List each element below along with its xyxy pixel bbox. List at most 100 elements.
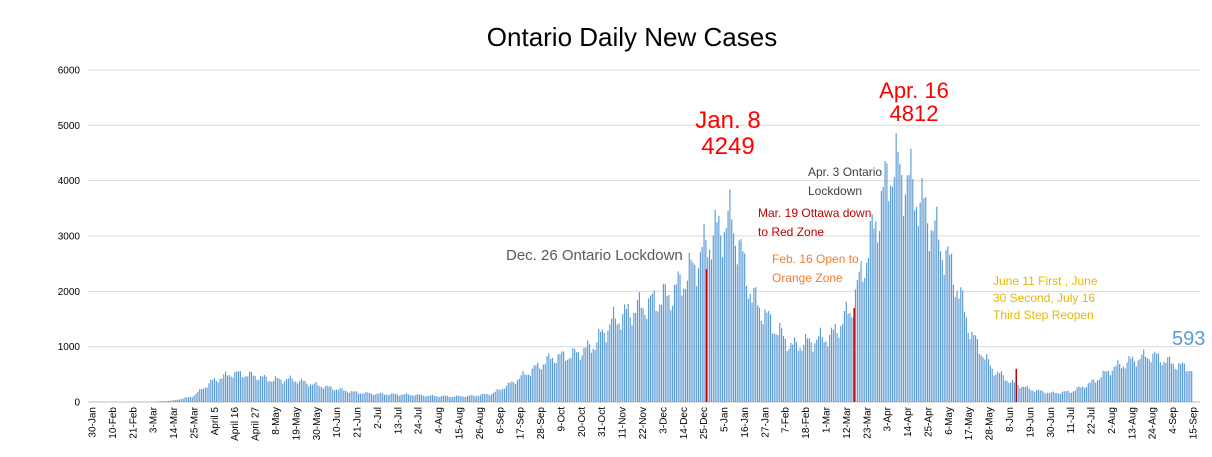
- bar: [601, 329, 604, 402]
- annotation-line: to Red Zone: [758, 225, 824, 239]
- bar: [577, 352, 579, 402]
- x-tick-label: 18-Feb: [801, 407, 812, 439]
- bar: [297, 383, 299, 402]
- bar: [1034, 392, 1036, 402]
- x-tick-label: 31-Oct: [597, 407, 608, 437]
- bar: [195, 393, 197, 402]
- bar: [1019, 388, 1021, 402]
- bar: [788, 348, 790, 402]
- bar: [162, 401, 164, 402]
- y-tick-label: 5000: [58, 121, 81, 132]
- bar: [1109, 375, 1112, 402]
- event-marker: [853, 307, 855, 402]
- bar: [439, 396, 441, 402]
- bar: [749, 293, 751, 402]
- bar: [969, 339, 971, 402]
- bar: [1069, 392, 1071, 402]
- bar: [374, 394, 376, 402]
- bar: [921, 178, 923, 402]
- bar: [1004, 380, 1006, 402]
- bar: [651, 293, 653, 402]
- bar: [444, 395, 446, 402]
- bar: [332, 389, 334, 402]
- bar: [322, 388, 325, 402]
- bar: [548, 353, 550, 402]
- chart-title: Ontario Daily New Cases: [487, 22, 777, 52]
- bar: [208, 383, 210, 402]
- bar: [406, 393, 408, 402]
- bar: [511, 381, 513, 402]
- x-tick-label: 10-Jun: [332, 407, 343, 438]
- event-markers: [705, 269, 1017, 402]
- bar: [1026, 385, 1028, 402]
- bar: [847, 313, 849, 402]
- bar: [391, 393, 393, 402]
- x-tick-label: 30-May: [312, 407, 323, 440]
- bar: [452, 396, 454, 402]
- bar: [845, 301, 847, 402]
- bar: [1143, 349, 1145, 402]
- bar: [250, 372, 253, 402]
- bar: [672, 305, 674, 402]
- bar: [308, 386, 310, 402]
- x-tick-label: 22-Jul: [1087, 407, 1098, 434]
- bar: [784, 338, 786, 402]
- bar: [1108, 371, 1110, 402]
- bar: [997, 371, 999, 402]
- bar: [1000, 371, 1003, 402]
- bar: [337, 390, 339, 402]
- bar: [1071, 392, 1073, 402]
- bar: [256, 380, 258, 402]
- bar: [1122, 366, 1124, 402]
- bar: [478, 395, 480, 402]
- bar: [284, 381, 286, 402]
- bar: [910, 148, 912, 402]
- bar: [915, 206, 918, 402]
- annotation-line: 4812: [890, 101, 939, 126]
- bar: [745, 285, 748, 402]
- bar: [734, 245, 737, 402]
- bar: [1187, 371, 1189, 402]
- bar: [156, 401, 158, 402]
- bar: [962, 290, 964, 402]
- bar: [540, 369, 543, 402]
- bar: [664, 283, 666, 402]
- bar: [673, 284, 676, 402]
- x-tick-label: 27-Jan: [760, 407, 771, 438]
- bars: [92, 132, 1193, 403]
- annotation-feb16: Feb. 16 Open to Orange Zone: [772, 252, 859, 285]
- bar: [1120, 368, 1123, 402]
- bar: [559, 354, 561, 402]
- bar: [866, 262, 868, 402]
- bar: [1067, 390, 1069, 402]
- bar: [733, 233, 735, 402]
- bar: [699, 251, 701, 402]
- bar: [289, 375, 291, 402]
- bar: [418, 394, 421, 402]
- bar: [372, 395, 374, 402]
- bar: [531, 368, 533, 402]
- bar: [304, 380, 306, 402]
- bar: [189, 396, 192, 402]
- bar: [1181, 362, 1184, 402]
- bar: [923, 198, 925, 402]
- bar: [986, 354, 988, 402]
- bar: [321, 387, 323, 402]
- bar: [867, 257, 870, 402]
- bar: [221, 378, 223, 402]
- bar: [204, 387, 206, 402]
- bar: [206, 387, 208, 402]
- bar: [821, 337, 823, 402]
- bar: [293, 381, 295, 402]
- bar: [437, 396, 439, 402]
- bar: [1104, 371, 1106, 402]
- x-tick-label: 17-May: [964, 407, 975, 440]
- bar: [875, 221, 877, 402]
- bar: [446, 395, 448, 402]
- bar: [973, 335, 975, 402]
- bar: [655, 311, 657, 402]
- x-tick-label: 8-Jun: [1005, 407, 1016, 432]
- annotation-last: 593: [1172, 328, 1205, 350]
- bar: [271, 381, 273, 402]
- bar: [306, 383, 308, 402]
